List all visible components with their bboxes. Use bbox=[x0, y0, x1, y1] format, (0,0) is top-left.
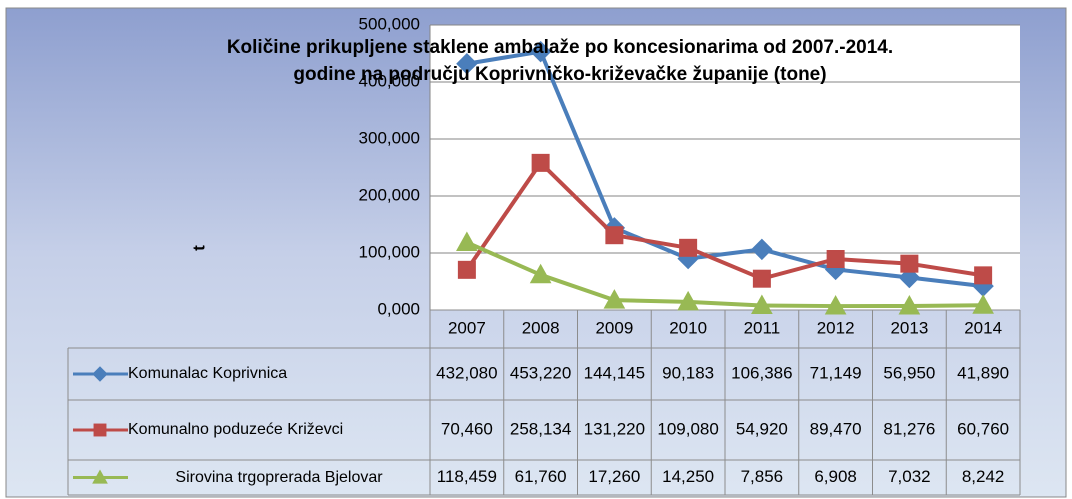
data-label: 56,950 bbox=[883, 363, 935, 382]
legend-label: Komunalac Koprivnica bbox=[128, 365, 288, 382]
series-line bbox=[466, 49, 984, 289]
marker bbox=[92, 469, 108, 484]
data-label: 144,145 bbox=[584, 363, 645, 382]
series-line bbox=[466, 240, 984, 309]
x-tick-label: 2009 bbox=[595, 318, 633, 337]
data-label: 131,220 bbox=[584, 419, 645, 438]
y-tick-label: 400,000 bbox=[359, 71, 420, 90]
marker bbox=[826, 250, 845, 269]
y-tick-label: 100,000 bbox=[359, 242, 420, 261]
legend-box: Komunalno poduzeće Križevci bbox=[128, 421, 344, 438]
data-label: 6,908 bbox=[814, 467, 857, 486]
data-label: 7,856 bbox=[741, 467, 784, 486]
data-label: 118,459 bbox=[437, 467, 497, 486]
legend-box: Komunalac Koprivnica bbox=[128, 365, 288, 382]
data-label: 61,760 bbox=[515, 467, 567, 486]
x-tick-label: 2010 bbox=[669, 318, 707, 337]
data-label: 71,149 bbox=[810, 363, 862, 382]
marker bbox=[456, 231, 478, 251]
legend-label: Sirovina trgoprerada Bjelovar bbox=[175, 468, 383, 486]
marker bbox=[900, 254, 919, 273]
marker bbox=[92, 366, 108, 382]
title-box: Količine prikupljene staklene ambalaže p… bbox=[226, 37, 894, 85]
data-label: 17,260 bbox=[588, 467, 640, 486]
marker bbox=[531, 153, 550, 172]
marker bbox=[677, 290, 699, 311]
data-label: 70,460 bbox=[441, 419, 493, 438]
data-label: 453,220 bbox=[510, 363, 571, 382]
marker bbox=[93, 423, 107, 437]
y-tick-label: 0,000 bbox=[377, 299, 420, 318]
marker bbox=[974, 266, 993, 285]
x-tick-label: 2014 bbox=[964, 318, 1002, 337]
data-label: 106,386 bbox=[731, 363, 792, 382]
chart-title: Količine prikupljene staklene ambalaže p… bbox=[226, 37, 894, 85]
marker bbox=[529, 40, 552, 63]
marker bbox=[457, 260, 476, 279]
data-label: 258,134 bbox=[510, 419, 571, 438]
legend-box: Sirovina trgoprerada Bjelovar bbox=[175, 468, 383, 486]
data-label: 54,920 bbox=[736, 419, 788, 438]
x-tick-label: 2013 bbox=[890, 318, 928, 337]
y-tick-label: 200,000 bbox=[359, 185, 420, 204]
x-tick-label: 2011 bbox=[744, 318, 781, 337]
x-tick-label: 2008 bbox=[522, 318, 560, 337]
marker bbox=[605, 226, 624, 245]
data-label: 8,242 bbox=[962, 467, 1005, 486]
legend-label: Komunalno poduzeće Križevci bbox=[128, 421, 344, 438]
data-label: 60,760 bbox=[957, 419, 1009, 438]
marker bbox=[603, 289, 626, 309]
data-label: 41,890 bbox=[957, 363, 1009, 382]
data-label: 90,183 bbox=[662, 363, 714, 382]
series-line bbox=[465, 160, 984, 281]
data-label: 14,250 bbox=[662, 467, 714, 486]
y-tick-label: 500,000 bbox=[359, 14, 420, 33]
marker bbox=[751, 294, 773, 315]
marker bbox=[456, 53, 478, 75]
y-axis-label: t bbox=[189, 245, 208, 251]
marker bbox=[972, 294, 994, 314]
marker bbox=[751, 238, 773, 261]
marker bbox=[824, 295, 847, 315]
data-label: 432,080 bbox=[436, 363, 497, 382]
x-tick-label: 2007 bbox=[448, 318, 486, 337]
x-tick-label: 2012 bbox=[817, 318, 855, 337]
data-label: 89,470 bbox=[810, 419, 862, 438]
data-label: 7,032 bbox=[888, 467, 931, 486]
y-tick-label: 300,000 bbox=[359, 128, 420, 147]
marker bbox=[529, 263, 552, 284]
marker bbox=[752, 269, 771, 288]
data-label: 81,276 bbox=[883, 419, 935, 438]
marker bbox=[679, 238, 698, 257]
data-label: 109,080 bbox=[657, 419, 718, 438]
marker bbox=[898, 294, 921, 315]
